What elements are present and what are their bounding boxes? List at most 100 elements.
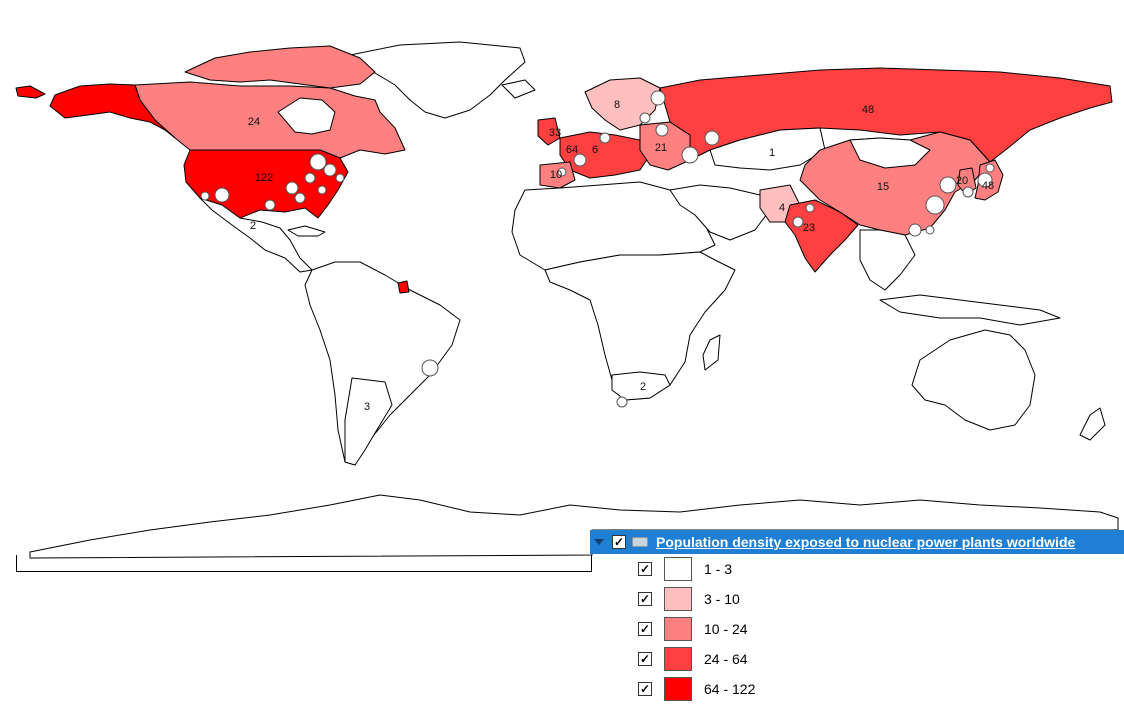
- plant-marker: [704, 130, 720, 146]
- plant-marker: [925, 195, 945, 215]
- plant-marker: [650, 90, 666, 106]
- label-canada: 24: [248, 116, 260, 128]
- class-checkbox[interactable]: ✓: [638, 652, 652, 666]
- spain: [539, 161, 576, 189]
- plant-marker: [985, 163, 995, 173]
- label-china: 15: [877, 181, 889, 193]
- class-checkbox[interactable]: ✓: [638, 622, 652, 636]
- legend-item-10-24[interactable]: ✓ 10 - 24: [590, 614, 1124, 644]
- plant-marker: [294, 192, 306, 204]
- label-pakistan: 4: [779, 202, 785, 214]
- class-label: 24 - 64: [704, 651, 748, 667]
- antarctica: [29, 494, 1119, 559]
- mongolia: [849, 137, 931, 169]
- legend-class-list: ✓ 1 - 3 ✓ 3 - 10 ✓ 10 - 24 ✓ 24 - 64 ✓ 6…: [590, 554, 1124, 704]
- label-ukraine: 21: [655, 142, 667, 154]
- label-kazakhstan: 1: [769, 147, 775, 159]
- color-swatch: [664, 647, 692, 671]
- color-swatch: [664, 677, 692, 701]
- color-swatch: [664, 587, 692, 611]
- india: [784, 199, 859, 273]
- label-sweden: 8: [614, 99, 620, 111]
- french-guiana: [397, 280, 410, 294]
- plant-marker: [557, 167, 567, 177]
- class-label: 64 - 122: [704, 681, 756, 697]
- argentina: [344, 377, 393, 466]
- middle-east: [669, 184, 771, 241]
- new-zealand: [1079, 407, 1106, 441]
- plant-marker: [939, 176, 957, 194]
- plant-marker: [908, 223, 922, 237]
- label-russia: 48: [862, 104, 874, 116]
- map-frame-bottom: [16, 555, 592, 572]
- class-checkbox[interactable]: ✓: [638, 592, 652, 606]
- plant-marker: [214, 187, 230, 203]
- layer-title[interactable]: Population density exposed to nuclear po…: [656, 534, 1076, 550]
- south-africa: [611, 371, 671, 401]
- label-usa: 122: [255, 172, 273, 184]
- collapse-arrow-icon[interactable]: [594, 539, 604, 545]
- madagascar: [702, 334, 721, 371]
- iceland: [501, 79, 536, 99]
- layer-row[interactable]: ✓ Population density exposed to nuclear …: [590, 530, 1124, 554]
- plant-marker: [200, 191, 210, 201]
- label-uk: 33: [549, 127, 561, 139]
- scandinavia: [584, 77, 661, 131]
- canada-arctic-islands: [184, 45, 376, 89]
- plant-marker: [977, 172, 993, 188]
- class-checkbox[interactable]: ✓: [638, 682, 652, 696]
- greenland: [349, 41, 526, 119]
- plant-marker: [792, 216, 804, 228]
- legend-item-3-10[interactable]: ✓ 3 - 10: [590, 584, 1124, 614]
- plant-marker: [335, 173, 345, 183]
- plant-marker: [599, 132, 611, 144]
- color-swatch: [664, 557, 692, 581]
- plant-marker: [264, 199, 276, 211]
- alaska: [49, 83, 176, 139]
- layer-legend-panel: ✓ Population density exposed to nuclear …: [590, 530, 1124, 720]
- nuclear-plant-markers: [200, 90, 995, 408]
- class-label: 10 - 24: [704, 621, 748, 637]
- south-america: [304, 261, 461, 466]
- plant-marker: [421, 359, 439, 377]
- label-mexico: 2: [250, 220, 256, 232]
- label-germany: 6: [592, 144, 598, 156]
- canada: [134, 81, 406, 159]
- plant-marker: [309, 153, 327, 171]
- plant-marker: [317, 185, 327, 195]
- plant-marker: [573, 153, 587, 167]
- plant-marker: [304, 172, 316, 184]
- hudson-bay: [277, 97, 336, 135]
- australia: [911, 329, 1036, 431]
- class-label: 1 - 3: [704, 561, 733, 577]
- plant-marker: [925, 225, 935, 235]
- uk: [537, 117, 561, 146]
- legend-item-64-122[interactable]: ✓ 64 - 122: [590, 674, 1124, 704]
- layer-visibility-checkbox[interactable]: ✓: [612, 535, 626, 549]
- class-label: 3 - 10: [704, 591, 740, 607]
- cuba: [287, 225, 326, 237]
- plant-marker: [805, 203, 815, 213]
- label-france: 64: [566, 144, 578, 156]
- legend-item-1-3[interactable]: ✓ 1 - 3: [590, 554, 1124, 584]
- label-korea: 20: [956, 175, 968, 187]
- aleutian-islands: [15, 85, 46, 99]
- color-swatch: [664, 617, 692, 641]
- plant-marker: [962, 186, 974, 198]
- label-japan: 48: [982, 180, 994, 192]
- plant-marker: [655, 123, 669, 137]
- polygon-layer-icon: [632, 537, 648, 547]
- label-argentina: 3: [364, 401, 370, 413]
- class-checkbox[interactable]: ✓: [638, 562, 652, 576]
- plant-marker: [323, 163, 337, 177]
- plant-marker: [681, 146, 699, 164]
- plant-marker: [639, 112, 651, 124]
- indonesia: [879, 294, 1061, 326]
- plant-marker: [616, 396, 628, 408]
- label-spain: 10: [550, 169, 562, 181]
- plant-marker: [285, 181, 299, 195]
- legend-item-24-64[interactable]: ✓ 24 - 64: [590, 644, 1124, 674]
- southeast-asia: [859, 229, 916, 291]
- label-india: 23: [803, 222, 815, 234]
